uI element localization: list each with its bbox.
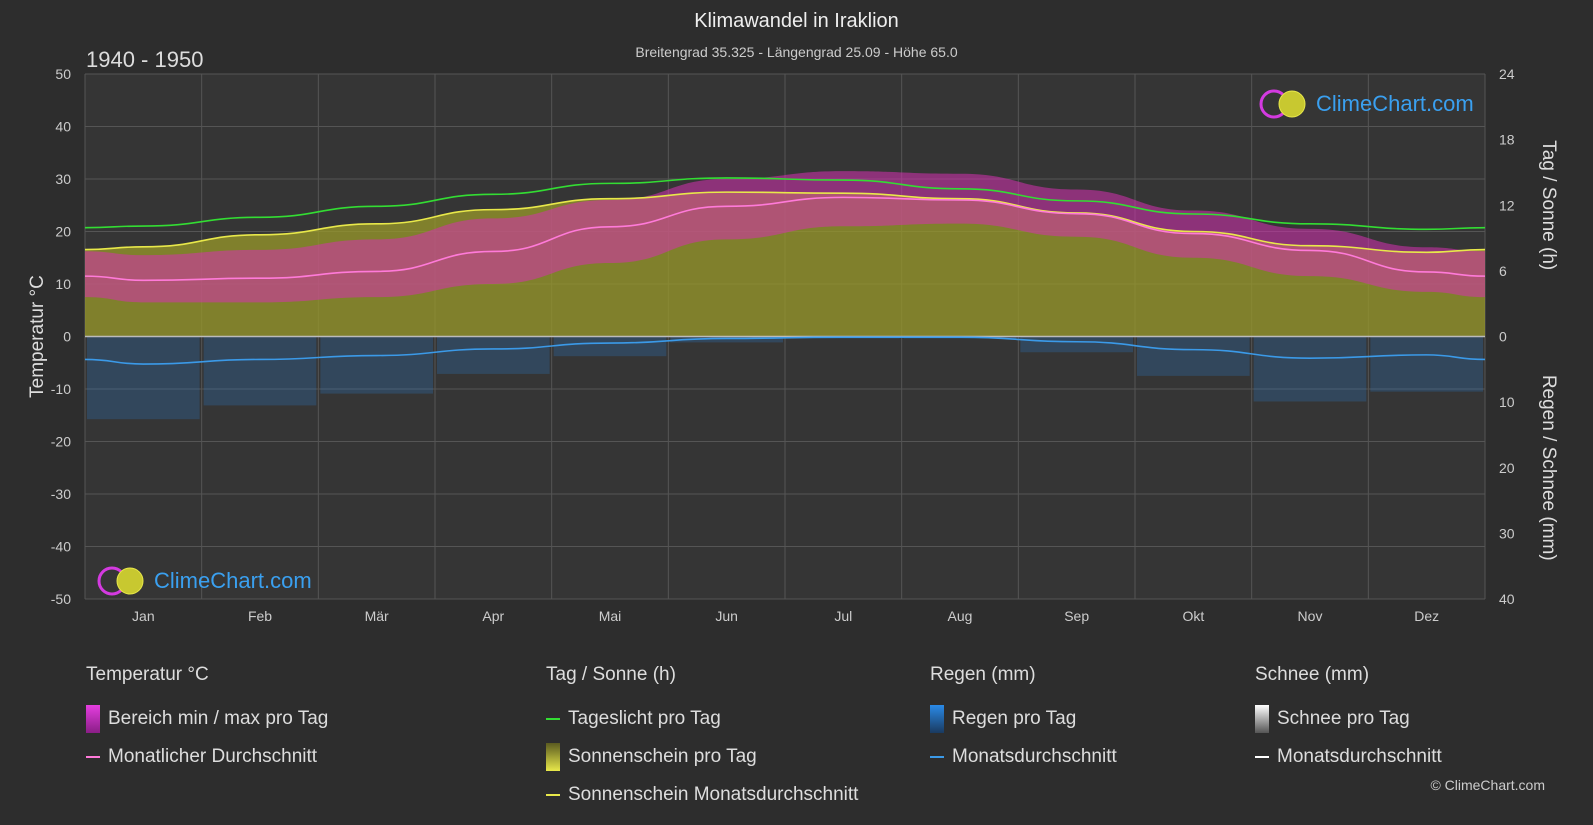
sunshine-avg-line <box>84 191 1486 254</box>
temp-avg-swatch <box>86 756 100 758</box>
rain-bar <box>1253 336 1367 402</box>
right-tick-label: 10 <box>1499 394 1515 410</box>
rain-swatch <box>930 705 944 733</box>
y-tick-label: -20 <box>51 434 71 450</box>
legend-label: Schnee pro Tag <box>1277 708 1410 729</box>
legend-label: Monatsdurchschnitt <box>952 746 1117 767</box>
legend-item: Monatsdurchschnitt <box>930 738 1117 776</box>
x-tick-label: Nov <box>1298 608 1323 624</box>
x-tick-label: Apr <box>482 608 504 624</box>
rain-bar <box>320 336 433 394</box>
rain-bar <box>1370 336 1483 392</box>
legend-item: Sonnenschein Monatsdurchschnitt <box>546 776 858 814</box>
legend-sun-title: Tag / Sonne (h) <box>546 664 676 685</box>
sunshine-avg-swatch <box>546 794 560 796</box>
logo-top: ClimeChart.com <box>1258 88 1474 120</box>
logo-bottom: ClimeChart.com <box>96 565 312 597</box>
right-top-axis-title: Tag / Sonne (h) <box>1538 140 1559 270</box>
climate-chart: 50 40 30 20 10 0 -10 -20 -30 -40 -50 Jan Feb Mär Apr Ma… <box>27 66 1559 624</box>
x-tick-label: Mai <box>599 608 622 624</box>
x-tick-label: Aug <box>948 608 973 624</box>
right-tick-label: 40 <box>1499 591 1515 607</box>
legend-label: Tageslicht pro Tag <box>568 708 721 729</box>
snow-swatch <box>1255 705 1269 733</box>
legend-item: Tageslicht pro Tag <box>546 700 858 738</box>
legend-item: Monatsdurchschnitt <box>1255 738 1442 776</box>
legend-item: Monatlicher Durchschnitt <box>86 738 328 776</box>
left-axis-title: Temperatur °C <box>27 275 48 398</box>
legend-temperature: Temperatur °C Bereich min / max pro Tag … <box>86 664 328 776</box>
daylight-swatch <box>546 718 560 720</box>
legend-label: Sonnenschein pro Tag <box>568 746 757 767</box>
y-tick-label: 20 <box>55 224 71 240</box>
snow-avg-swatch <box>1255 756 1269 758</box>
rain-bar <box>203 336 317 406</box>
legend-sun: Tag / Sonne (h) Tageslicht pro Tag Sonne… <box>546 664 858 814</box>
legend-label: Monatlicher Durchschnitt <box>108 746 318 767</box>
rain-bar <box>87 336 200 420</box>
x-tick-label: Sep <box>1064 608 1089 624</box>
x-tick-label: Jul <box>834 608 852 624</box>
right-tick-label: 18 <box>1499 132 1515 148</box>
right-tick-label: 30 <box>1499 525 1515 541</box>
x-tick-label: Okt <box>1182 608 1204 624</box>
right-tick-label: 6 <box>1499 263 1507 279</box>
copyright: © ClimeChart.com <box>1430 777 1545 793</box>
logo-text: ClimeChart.com <box>1316 91 1474 116</box>
legend-rain: Regen (mm) Regen pro Tag Monatsdurchschn… <box>930 664 1117 776</box>
legend-label: Sonnenschein Monatsdurchschnitt <box>568 784 859 805</box>
rain-avg-swatch <box>930 756 944 758</box>
legend-label: Monatsdurchschnitt <box>1277 746 1442 767</box>
temp-range-swatch <box>86 705 100 733</box>
y-tick-label: -40 <box>51 539 71 555</box>
legend-label: Bereich min / max pro Tag <box>108 708 329 729</box>
chart-title: Klimawandel in Iraklion <box>694 10 899 32</box>
rain-bar <box>670 336 783 343</box>
logo-text: ClimeChart.com <box>154 568 312 593</box>
temp-avg-line <box>84 196 1486 282</box>
y-tick-label: 50 <box>55 66 71 82</box>
chart-subtitle: Breitengrad 35.325 - Längengrad 25.09 - … <box>635 44 958 60</box>
rain-bar <box>1137 336 1250 376</box>
legend-item: Bereich min / max pro Tag <box>86 700 328 738</box>
x-tick-label: Dez <box>1414 608 1439 624</box>
legend-item: Sonnenschein pro Tag <box>546 738 858 776</box>
y-tick-label: -50 <box>51 591 71 607</box>
rain-bar <box>437 336 550 374</box>
period-label: 1940 - 1950 <box>86 47 204 72</box>
right-bottom-axis-title: Regen / Schnee (mm) <box>1538 375 1559 561</box>
right-tick-label: 0 <box>1499 329 1507 345</box>
rain-bar <box>1020 336 1133 353</box>
logo-icon <box>1259 89 1306 119</box>
logo-icon <box>97 566 144 596</box>
temp-range-band <box>85 171 1485 303</box>
legend-snow-title: Schnee (mm) <box>1255 664 1370 685</box>
x-tick-label: Jun <box>715 608 738 624</box>
y-tick-label: 0 <box>63 329 71 345</box>
sunshine-swatch <box>546 743 560 771</box>
y-tick-label: -10 <box>51 381 71 397</box>
legend-temperature-title: Temperatur °C <box>86 664 209 685</box>
right-tick-label: 20 <box>1499 460 1515 476</box>
x-tick-label: Jan <box>132 608 155 624</box>
x-tick-label: Mär <box>365 608 389 624</box>
legend-item: Schnee pro Tag <box>1255 700 1442 738</box>
legend-label: Regen pro Tag <box>952 708 1077 729</box>
legend-rain-title: Regen (mm) <box>930 664 1036 685</box>
y-tick-label: 10 <box>55 276 71 292</box>
rain-avg-line <box>84 336 1486 365</box>
y-tick-label: -30 <box>51 486 71 502</box>
right-tick-label: 12 <box>1499 197 1515 213</box>
x-tick-label: Feb <box>248 608 272 624</box>
right-tick-label: 24 <box>1499 66 1515 82</box>
legend-snow: Schnee (mm) Schnee pro Tag Monatsdurchsc… <box>1255 664 1442 776</box>
y-tick-label: 30 <box>55 171 71 187</box>
rain-bar <box>553 336 667 357</box>
daylight-line <box>84 177 1486 231</box>
legend-item: Regen pro Tag <box>930 700 1117 738</box>
y-tick-label: 40 <box>55 119 71 135</box>
